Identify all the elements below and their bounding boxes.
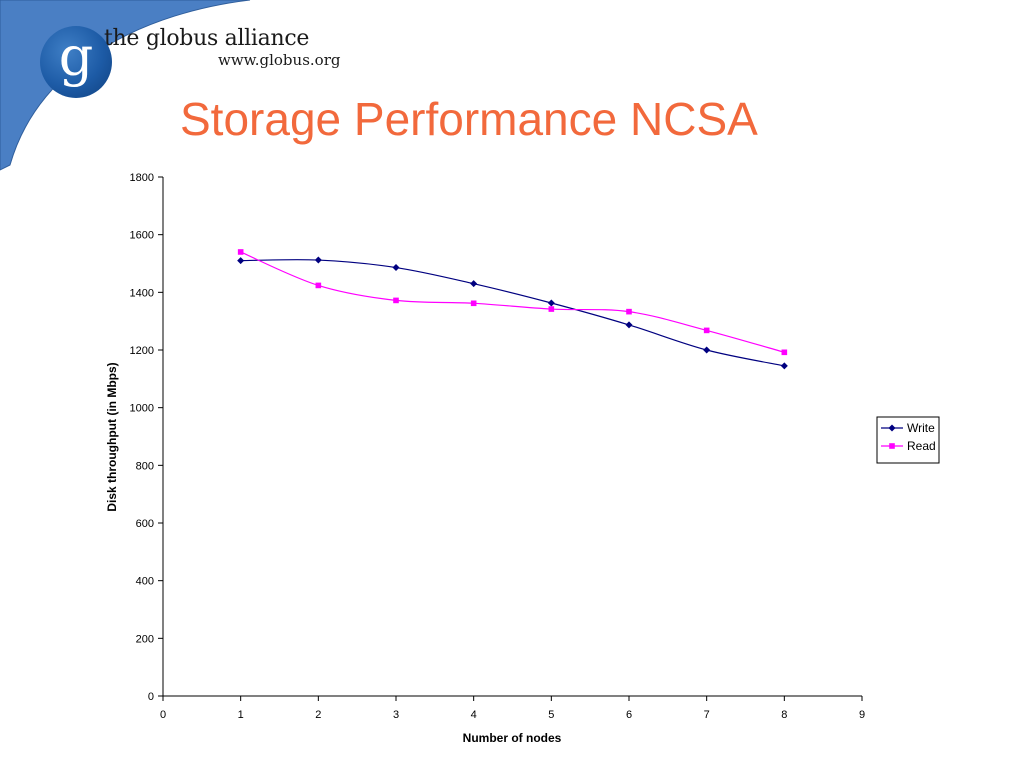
chart-axes	[162, 177, 862, 697]
x-tick-label: 4	[471, 709, 477, 721]
y-tick-label: 200	[136, 633, 154, 645]
y-tick-label: 0	[148, 691, 154, 703]
chart-legend[interactable]: Write Read	[876, 416, 940, 464]
logo-letter: g	[58, 25, 94, 88]
x-tick-label: 5	[548, 709, 554, 721]
x-tick-label: 3	[393, 709, 399, 721]
y-tick-label: 1200	[130, 345, 154, 357]
write-data-point	[314, 256, 322, 264]
x-axis-ticks: 0 1 2 3 4 5 6 7 8 9	[160, 696, 865, 721]
read-data-point	[393, 297, 399, 304]
brand-url: www.globus.org	[218, 51, 341, 69]
write-data-point	[625, 321, 633, 329]
legend-marker-write	[888, 424, 896, 432]
read-data-point	[626, 308, 632, 315]
write-data-point	[392, 264, 400, 272]
brand-name: the globus alliance	[104, 26, 310, 51]
y-axis-label: Disk throughput (in Mbps)	[105, 362, 119, 511]
y-tick-label: 1000	[130, 403, 154, 415]
x-tick-label: 1	[238, 709, 244, 721]
y-tick-label: 800	[136, 460, 154, 472]
legend-box	[876, 416, 940, 464]
slide-title: Storage Performance NCSA	[180, 93, 758, 145]
read-data-point	[781, 349, 788, 356]
y-tick-label: 1400	[130, 287, 154, 299]
series-lines	[240, 251, 785, 367]
write-data-point	[237, 257, 245, 265]
write-series-line	[240, 259, 785, 367]
write-data-point	[470, 280, 478, 288]
read-data-point	[548, 306, 555, 312]
x-tick-label: 7	[704, 709, 710, 721]
read-data-point	[315, 282, 322, 289]
x-tick-label: 9	[859, 709, 865, 721]
y-axis-ticks: 0 200 400 600 800 1000 1200 1400 1600 1800	[130, 172, 163, 703]
write-data-point	[547, 299, 555, 307]
y-tick-label: 600	[136, 518, 154, 530]
x-tick-label: 2	[315, 709, 321, 721]
y-tick-label: 1800	[130, 172, 154, 184]
read-data-point	[470, 300, 477, 307]
series-markers	[237, 249, 788, 370]
x-axis-label: Number of nodes	[463, 731, 562, 745]
x-tick-label: 6	[626, 709, 632, 721]
read-series-line	[240, 251, 785, 353]
x-tick-label: 0	[160, 709, 166, 721]
read-data-point	[703, 327, 710, 334]
globus-logo: g	[40, 26, 112, 98]
legend-label-read: Read	[907, 439, 936, 453]
write-data-point	[780, 362, 788, 370]
read-data-point	[237, 249, 244, 255]
x-tick-label: 8	[781, 709, 787, 721]
legend-label-write: Write	[907, 421, 935, 435]
y-tick-label: 1600	[130, 230, 154, 242]
y-tick-label: 400	[136, 576, 154, 588]
legend-marker-read	[889, 443, 895, 449]
write-data-point	[703, 346, 711, 354]
